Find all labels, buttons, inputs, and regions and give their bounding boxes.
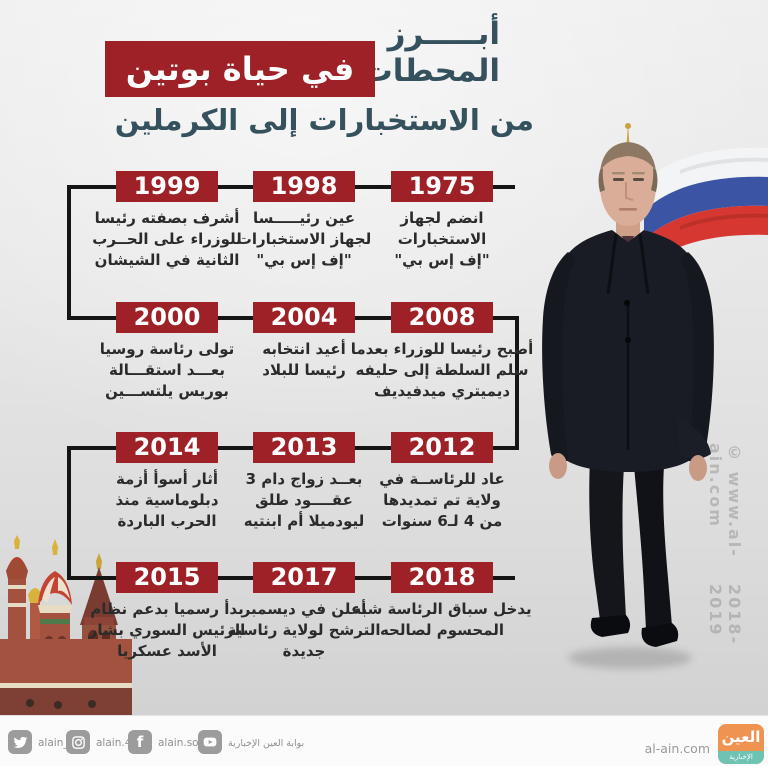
- title-line-2: المحطات: [361, 53, 500, 89]
- watermark-years: 2018-2019: [706, 583, 744, 646]
- year-badge: 2000: [116, 302, 218, 333]
- alain-logo: العين الإخبارية: [718, 724, 764, 764]
- year-badge: 2014: [116, 432, 218, 463]
- youtube-handle: بوابة العين الإخبارية: [228, 738, 305, 749]
- milestone-1998: 1998 عين رئيـــــسا لجهاز الاستخبارات "إ…: [204, 171, 404, 271]
- year-badge: 2012: [391, 432, 493, 463]
- site-url: al-ain.com: [644, 741, 710, 756]
- milestone-text: أعيد انتخابه رئيسا للبلاد: [262, 340, 346, 379]
- milestone-text: انضم لجهاز الاستخبارات "إف إس بي": [394, 209, 490, 269]
- year-badge: 2013: [253, 432, 355, 463]
- milestone-text: أشرف بصفته رئيسا للوزراء على الحــرب الث…: [92, 209, 242, 269]
- facebook-icon: f: [128, 730, 152, 754]
- putin-photo: [542, 123, 768, 669]
- milestone-2013: 2013 بعــد زواج دام 3 عقــــود طلق ليودم…: [204, 432, 404, 532]
- milestone-1975: 1975 انضم لجهاز الاستخبارات "إف إس بي": [342, 171, 542, 271]
- timeline-connector-right: [515, 316, 519, 450]
- twitter-icon: [8, 730, 32, 754]
- page-title: أبـــــرز المحطات: [362, 16, 500, 90]
- year-badge: 2008: [391, 302, 493, 333]
- year-badge: 2015: [116, 562, 218, 593]
- russian-flag-icon: [644, 147, 768, 269]
- milestone-2012: 2012 عاد للرئاســة في ولاية تم تمديدها م…: [342, 432, 542, 532]
- youtube-icon: [198, 730, 222, 754]
- milestone-text: تولى رئاسة روسيا بعـــد استقـــالة بوريس…: [99, 340, 235, 400]
- title-line-1: أبـــــرز: [387, 16, 500, 52]
- year-badge: 2004: [253, 302, 355, 333]
- watermark-url: © www.al-ain.com: [706, 443, 744, 558]
- instagram-icon: [66, 730, 90, 754]
- milestone-2014: 2014 أثار أسوأ أزمة دبلوماسية منذ الحرب …: [67, 432, 267, 532]
- year-badge: 2018: [391, 562, 493, 593]
- copyright-watermark: © www.al-ain.com 2018-2019: [706, 443, 744, 663]
- year-badge: 1975: [391, 171, 493, 202]
- milestone-text: أعلن في ديسمبر الترشح لولاية رئاسية جديد…: [227, 600, 381, 660]
- year-badge: 1999: [116, 171, 218, 202]
- milestone-2008: 2008 أصبح رئيسا للوزراء بعدما سلم السلطة…: [338, 302, 546, 402]
- milestone-2004: 2004 أعيد انتخابه رئيسا للبلاد: [204, 302, 404, 381]
- milestone-text: يدخل سباق الرئاسة شبه المحسوم لصالحه: [352, 600, 532, 639]
- cathedral-photo: [0, 535, 132, 715]
- milestone-2015: 2015 بدأ رسميا بدعم نظام الرئيس السوري ب…: [67, 562, 267, 662]
- timeline-connector-left-2: [67, 446, 71, 580]
- alain-logo-subtext: الإخبارية: [718, 751, 764, 764]
- footer-bar: alain_4u alain.4u f alain.social بوابة ا…: [0, 715, 768, 766]
- timeline-connector-left-1: [67, 185, 71, 320]
- milestone-text: بعــد زواج دام 3 عقــــود طلق ليودميلا أ…: [243, 470, 365, 530]
- milestone-2018: 2018 يدخل سباق الرئاسة شبه المحسوم لصالح…: [338, 562, 546, 641]
- facebook-glyph: f: [136, 733, 144, 751]
- milestone-text: عاد للرئاســة في ولاية تم تمديدها من 4 ل…: [379, 470, 505, 530]
- instagram-handle: alain.4u: [96, 737, 139, 749]
- year-badge: 2017: [253, 562, 355, 593]
- milestone-2000: 2000 تولى رئاسة روسيا بعـــد استقـــالة …: [67, 302, 267, 402]
- milestone-1999: 1999 أشرف بصفته رئيسا للوزراء على الحــر…: [67, 171, 267, 271]
- title-highlight-box: في حياة بوتين: [105, 41, 375, 97]
- year-badge: 1998: [253, 171, 355, 202]
- milestone-text: أثار أسوأ أزمة دبلوماسية منذ الحرب البار…: [115, 470, 219, 530]
- milestone-text: عين رئيـــــسا لجهاز الاستخبارات "إف إس …: [236, 209, 372, 269]
- milestone-text: أصبح رئيسا للوزراء بعدما سلم السلطة إلى …: [350, 340, 534, 400]
- alain-logo-text: العين: [721, 728, 761, 746]
- milestone-text: بدأ رسميا بدعم نظام الرئيس السوري بشار ا…: [88, 600, 246, 660]
- page-subtitle: من الاستخبارات إلى الكرملين: [114, 103, 534, 137]
- milestone-2017: 2017 أعلن في ديسمبر الترشح لولاية رئاسية…: [204, 562, 404, 662]
